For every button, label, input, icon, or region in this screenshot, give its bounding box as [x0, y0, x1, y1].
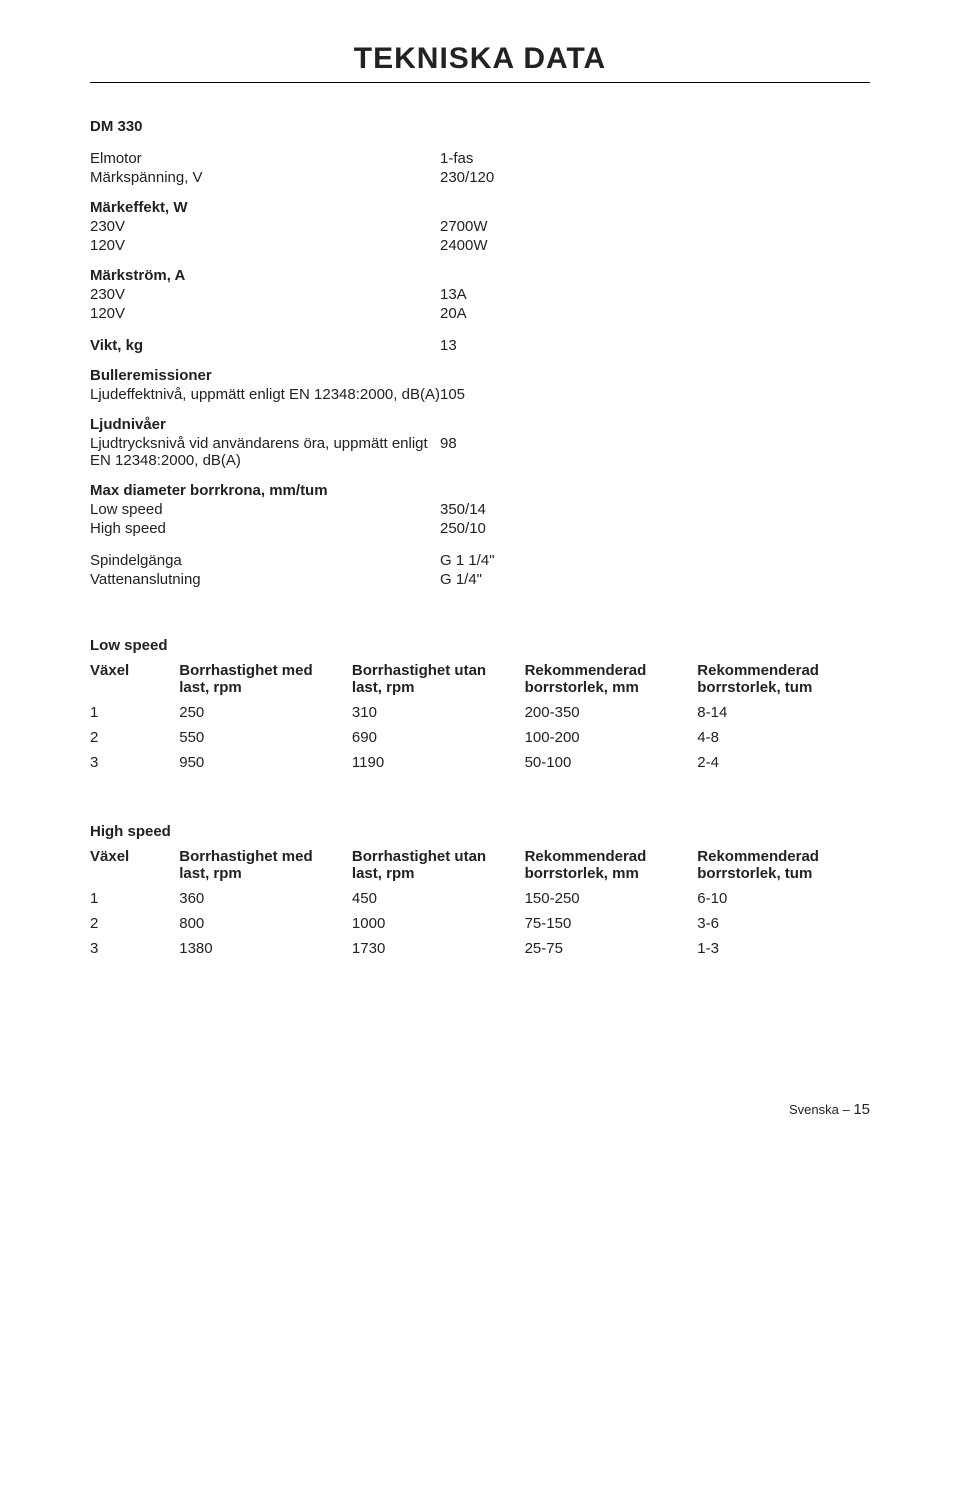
table-cell: 1	[90, 886, 179, 911]
spec-value: 1-fas	[440, 149, 495, 168]
spec-label: Low speed	[90, 500, 440, 519]
table-row: 3950119050-1002-4	[90, 750, 870, 775]
table-row: 1360450150-2506-10	[90, 886, 870, 911]
spec-value: 230/120	[440, 168, 495, 187]
section-heading: Max diameter borrkrona, mm/tum	[90, 470, 495, 500]
spec-value: 250/10	[440, 519, 495, 538]
column-header: Rekommenderad borrstorlek, tum	[697, 658, 870, 700]
footer-lang: Svenska	[789, 1102, 839, 1117]
table-cell: 250	[179, 700, 352, 725]
speed-table-title: Low speed	[90, 637, 870, 654]
spec-value: 350/14	[440, 500, 495, 519]
table-cell: 3	[90, 750, 179, 775]
spec-label: Märkspänning, V	[90, 168, 440, 187]
column-header: Växel	[90, 844, 179, 886]
table-cell: 450	[352, 886, 525, 911]
table-cell: 4-8	[697, 725, 870, 750]
table-cell: 1190	[352, 750, 525, 775]
table-cell: 360	[179, 886, 352, 911]
spec-label: 230V	[90, 217, 440, 236]
table-cell: 1-3	[697, 936, 870, 961]
column-header: Rekommenderad borrstorlek, mm	[525, 658, 698, 700]
table-cell: 950	[179, 750, 352, 775]
spec-value: G 1 1/4"	[440, 551, 495, 570]
table-row: 1250310200-3508-14	[90, 700, 870, 725]
table-cell: 8-14	[697, 700, 870, 725]
table-cell: 1380	[179, 936, 352, 961]
table-cell: 690	[352, 725, 525, 750]
footer-page: 15	[853, 1101, 870, 1118]
spec-value: 13A	[440, 285, 495, 304]
table-cell: 1000	[352, 911, 525, 936]
title-block: TEKNISKA DATA	[90, 42, 870, 83]
speed-table: VäxelBorrhastighet med last, rpmBorrhast…	[90, 658, 870, 775]
table-cell: 100-200	[525, 725, 698, 750]
spec-value: G 1/4"	[440, 570, 495, 589]
spec-label: Ljudeffektnivå, uppmätt enligt EN 12348:…	[90, 385, 440, 404]
section-heading: Ljudnivåer	[90, 404, 495, 434]
section-heading: Märkström, A	[90, 255, 495, 285]
table-row: 2800100075-1503-6	[90, 911, 870, 936]
table-cell: 550	[179, 725, 352, 750]
column-header: Växel	[90, 658, 179, 700]
table-cell: 2	[90, 911, 179, 936]
table-cell: 3	[90, 936, 179, 961]
table-row: 31380173025-751-3	[90, 936, 870, 961]
table-cell: 25-75	[525, 936, 698, 961]
column-header: Borrhastighet med last, rpm	[179, 844, 352, 886]
column-header: Rekommenderad borrstorlek, tum	[697, 844, 870, 886]
page: TEKNISKA DATA DM 330 Elmotor1-fasMärkspän…	[0, 0, 960, 1148]
spec-label: Vattenanslutning	[90, 570, 440, 589]
model-heading: DM 330	[90, 117, 440, 136]
spec-value: 105	[440, 385, 495, 404]
speed-table: VäxelBorrhastighet med last, rpmBorrhast…	[90, 844, 870, 961]
spec-label: 120V	[90, 304, 440, 323]
spec-value: 2700W	[440, 217, 495, 236]
table-cell: 1	[90, 700, 179, 725]
table-cell: 3-6	[697, 911, 870, 936]
section-heading: Märkeffekt, W	[90, 187, 495, 217]
table-cell: 50-100	[525, 750, 698, 775]
column-header: Rekommenderad borrstorlek, mm	[525, 844, 698, 886]
spec-label: Vikt, kg	[90, 336, 440, 355]
page-title: TEKNISKA DATA	[90, 42, 870, 76]
spec-label: Spindelgänga	[90, 551, 440, 570]
speed-tables-region: Low speedVäxelBorrhastighet med last, rp…	[90, 637, 870, 961]
column-header: Borrhastighet med last, rpm	[179, 658, 352, 700]
table-cell: 200-350	[525, 700, 698, 725]
spec-value: 98	[440, 434, 495, 470]
spec-label: Ljudtrycksnivå vid användarens öra, uppm…	[90, 434, 440, 470]
column-header: Borrhastighet utan last, rpm	[352, 658, 525, 700]
spec-value: 2400W	[440, 236, 495, 255]
spec-value: 20A	[440, 304, 495, 323]
speed-table-title: High speed	[90, 823, 870, 840]
table-cell: 1730	[352, 936, 525, 961]
section-heading: Bulleremissioner	[90, 355, 495, 385]
table-cell: 800	[179, 911, 352, 936]
footer-sep: –	[839, 1102, 853, 1117]
spec-label: 230V	[90, 285, 440, 304]
spec-table: DM 330 Elmotor1-fasMärkspänning, V230/120…	[90, 117, 495, 589]
table-cell: 150-250	[525, 886, 698, 911]
spec-value: 13	[440, 336, 495, 355]
table-cell: 6-10	[697, 886, 870, 911]
spec-label: Elmotor	[90, 149, 440, 168]
table-cell: 2-4	[697, 750, 870, 775]
page-footer: Svenska – 15	[90, 1101, 870, 1118]
table-cell: 310	[352, 700, 525, 725]
table-cell: 75-150	[525, 911, 698, 936]
table-cell: 2	[90, 725, 179, 750]
spec-label: 120V	[90, 236, 440, 255]
spec-label: High speed	[90, 519, 440, 538]
table-row: 2550690100-2004-8	[90, 725, 870, 750]
column-header: Borrhastighet utan last, rpm	[352, 844, 525, 886]
